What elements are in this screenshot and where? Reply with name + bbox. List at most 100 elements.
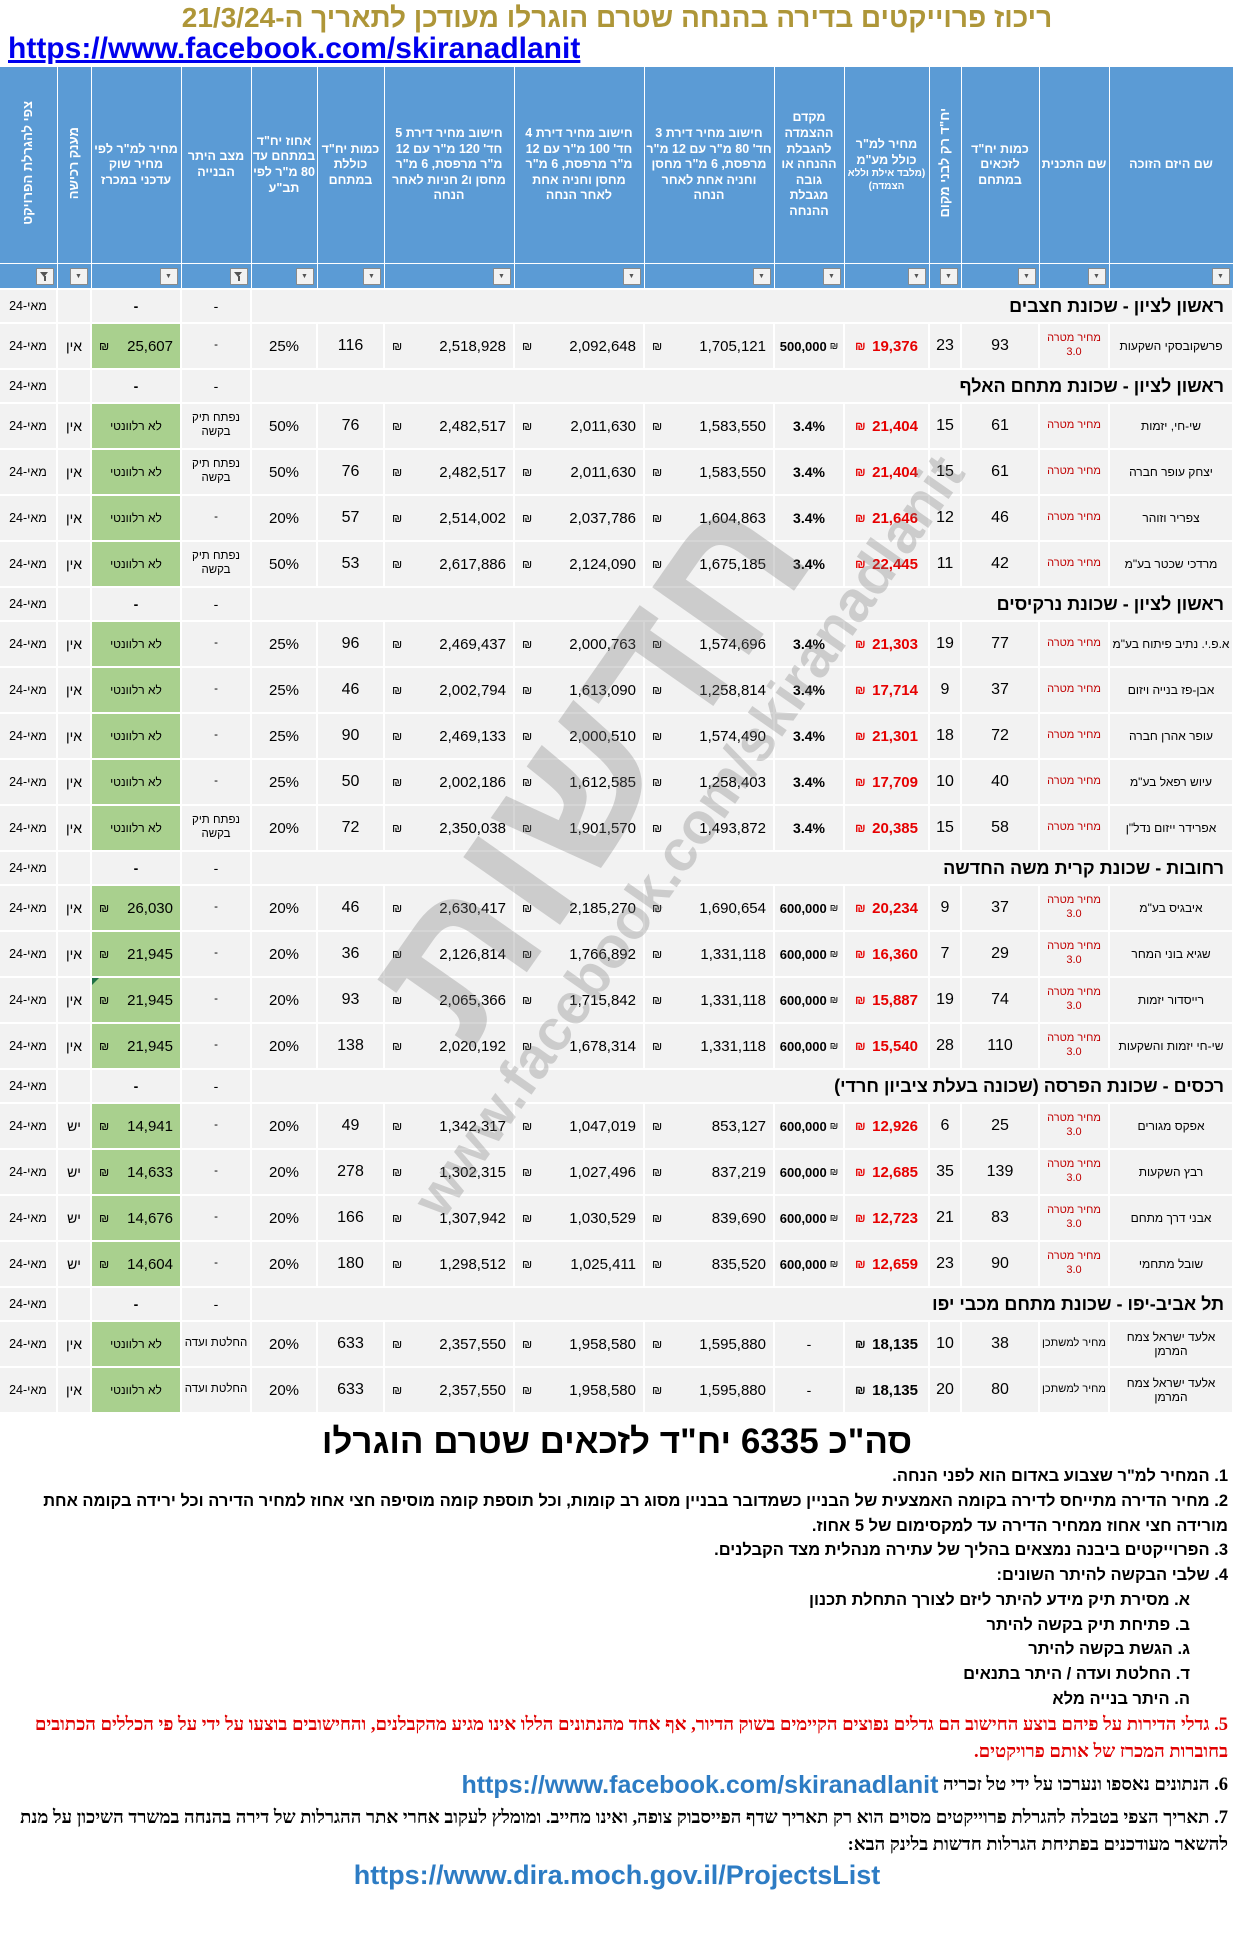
facebook-link-note[interactable]: https://www.facebook.com/skiranadlanit: [461, 1771, 939, 1799]
price-value: 2,617,886: [439, 555, 506, 573]
cell-lottery-forecast: מאי-24: [0, 540, 58, 588]
cell-small-units-percent: 20%: [250, 976, 318, 1024]
section-grant-empty: [56, 1286, 92, 1322]
price-value: 1,595,880: [699, 1335, 766, 1353]
section-header-row: ראשון לציון - שכונת חצבים - - מאי-24: [0, 288, 1234, 324]
price-value: 14,676: [127, 1209, 173, 1227]
price-value: 835,520: [711, 1255, 766, 1273]
cell-indexation-coefficient: 600,000 ₪: [773, 930, 845, 978]
cell-developer: שגיא בוני המחר: [1108, 930, 1234, 978]
filter-button-14[interactable]: ▼: [69, 267, 88, 285]
facebook-link-top[interactable]: https://www.facebook.com/skiranadlanit: [0, 34, 1234, 64]
project-row: רבץ השקעות מחיר מטרה 3.0 139 35 ₪ 12,685 600,0…: [0, 1148, 1234, 1196]
cell-apartment-price-p4: ₪ 2,000,763: [513, 620, 645, 668]
filter-button-2[interactable]: ▼: [1087, 267, 1106, 285]
cell-plan: מחיר מטרה 3.0: [1038, 884, 1110, 932]
filter-button-1[interactable]: ▼: [1211, 267, 1230, 285]
cell-purchase-grant: יש: [56, 1194, 92, 1242]
cell-purchase-grant: יש: [56, 1148, 92, 1196]
filter-button-6[interactable]: ▼: [822, 267, 841, 285]
shekel-icon: ₪: [522, 947, 533, 961]
column-header-label: אחוז יח"ד במתחם עד 80 מ"ר לפי תב"ע: [252, 133, 316, 195]
price-value: 2,630,417: [439, 899, 506, 917]
note-text: ב. פתיחת תיק בקשה להיתר: [986, 1615, 1190, 1634]
column-header-3: כמות יח"ד לזכאים במתחם: [960, 66, 1040, 264]
cell-market-price: לא רלוונטי: [90, 620, 182, 668]
cell-local-units: 23: [928, 1240, 962, 1288]
price-value: 20,385: [872, 819, 918, 837]
price-value: 2,518,928: [439, 337, 506, 355]
cell-lottery-forecast: מאי-24: [0, 1102, 58, 1150]
shekel-icon: ₪: [855, 511, 866, 525]
cell-apartment-price-p5: ₪ 1,342,317: [383, 1102, 515, 1150]
shekel-icon: ₪: [829, 1120, 839, 1132]
cell-price-per-sqm: ₪ 21,301: [843, 712, 930, 760]
cell-small-units-percent: 50%: [250, 448, 318, 496]
coefficient-value: 600,000: [779, 1118, 827, 1134]
project-row: אבן-פז בנייה ויזום מחיר מטרה 37 9 ₪ 17,714 3.4…: [0, 666, 1234, 714]
filter-button-12[interactable]: [229, 267, 248, 285]
cell-apartment-price-p3: ₪ 1,583,550: [643, 448, 775, 496]
cell-developer: רבץ השקעות: [1108, 1148, 1234, 1196]
filter-button-7[interactable]: ▼: [752, 267, 771, 285]
cell-eligible-units: 77: [960, 620, 1040, 668]
filter-button-13[interactable]: ▼: [159, 267, 178, 285]
cell-purchase-grant: אין: [56, 1022, 92, 1070]
cell-lottery-forecast: מאי-24: [0, 930, 58, 978]
filter-button-10[interactable]: ▼: [362, 267, 381, 285]
cell-developer: מרדכי שכטר בע"מ: [1108, 540, 1234, 588]
filter-cell-12: [180, 263, 252, 290]
shekel-icon: ₪: [392, 465, 403, 479]
filter-cell-1: ▼: [1108, 263, 1234, 290]
price-value: 21,945: [127, 1037, 173, 1055]
cell-permit-status: -: [180, 620, 252, 668]
cell-apartment-price-p4: ₪ 2,011,630: [513, 402, 645, 450]
cell-lottery-forecast: מאי-24: [0, 322, 58, 370]
cell-eligible-units: 83: [960, 1194, 1040, 1242]
cell-permit-status: -: [180, 1102, 252, 1150]
price-value: 15,887: [872, 991, 918, 1009]
total-units-heading: סה"כ 6335 יח"ד לזכאים שטרם הוגרלו: [321, 1422, 913, 1461]
shekel-icon: ₪: [829, 1258, 839, 1270]
project-row: עופר אהרן חברה מחיר מטרה 72 18 ₪ 21,301 3.4% ₪ 1…: [0, 712, 1234, 760]
filter-button-11[interactable]: ▼: [295, 267, 314, 285]
filter-button-3[interactable]: ▼: [1017, 267, 1036, 285]
cell-plan: מחיר מטרה 3.0: [1038, 1148, 1110, 1196]
cell-plan: מחיר מטרה 3.0: [1038, 1240, 1110, 1288]
cell-developer: רייסדור יזמות: [1108, 976, 1234, 1024]
coefficient-value: 600,000: [779, 946, 827, 962]
dira-projects-link[interactable]: https://www.dira.moch.gov.il/ProjectsLis…: [353, 1860, 881, 1890]
shekel-icon: ₪: [392, 775, 403, 789]
cell-plan: מחיר מטרה: [1038, 540, 1110, 588]
cell-total-units: 76: [316, 448, 385, 496]
filter-dropdown-icon: ▼: [165, 272, 172, 280]
cell-price-per-sqm: ₪ 22,445: [843, 540, 930, 588]
filter-button-8[interactable]: ▼: [622, 267, 641, 285]
shekel-icon: ₪: [855, 901, 866, 915]
section-forecast: מאי-24: [0, 586, 58, 622]
section-title: ראשון לציון - שכונת נרקיסים: [250, 586, 1234, 622]
facebook-url-text[interactable]: https://www.facebook.com/skiranadlanit: [8, 32, 581, 65]
cell-market-price: ₪ 21,945: [90, 930, 182, 978]
cell-developer: עיוש רפאל בע"מ: [1108, 758, 1234, 806]
cell-price-per-sqm: ₪ 18,135: [843, 1366, 930, 1414]
cell-total-units: 96: [316, 620, 385, 668]
note-line: א. מסירת תיק מידע להיתר ליזם לצורך התחלת…: [6, 1588, 1228, 1613]
shekel-icon: ₪: [392, 339, 403, 353]
filter-button-4[interactable]: ▼: [939, 267, 958, 285]
filter-button-5[interactable]: ▼: [907, 267, 926, 285]
column-header-label: מענק רכישה: [65, 126, 81, 199]
cell-apartment-price-p3: ₪ 1,595,880: [643, 1320, 775, 1368]
filter-button-15[interactable]: [35, 267, 54, 285]
cell-apartment-price-p3: ₪ 1,705,121: [643, 322, 775, 370]
cell-total-units: 49: [316, 1102, 385, 1150]
cell-market-price: לא רלוונטי: [90, 1366, 182, 1414]
price-value: 2,002,794: [439, 681, 506, 699]
cell-indexation-coefficient: 3.4%: [773, 804, 845, 852]
shekel-icon: ₪: [855, 1211, 866, 1225]
cell-price-per-sqm: ₪ 12,685: [843, 1148, 930, 1196]
note-line: 3. הפרוייקטים ביבנה נמצאים בהליך של עתיר…: [6, 1538, 1228, 1563]
cell-apartment-price-p3: ₪ 1,331,118: [643, 976, 775, 1024]
filter-button-9[interactable]: ▼: [492, 267, 511, 285]
filter-dropdown-icon: ▼: [1023, 272, 1030, 280]
